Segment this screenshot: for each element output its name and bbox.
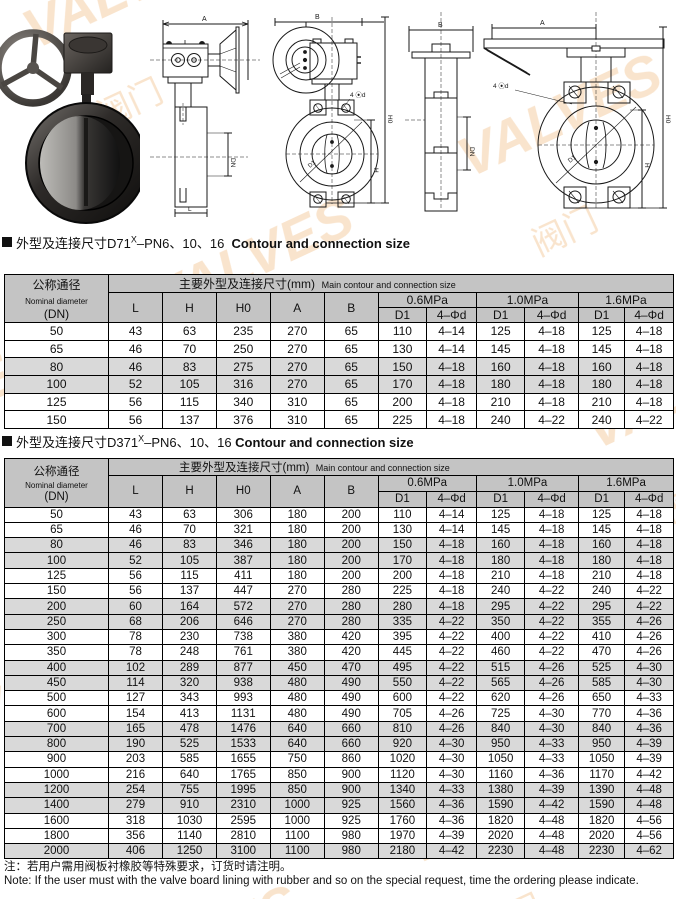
svg-text:B: B <box>315 14 320 21</box>
svg-text:H: H <box>372 168 379 173</box>
svg-text:4 ⦿d: 4 ⦿d <box>493 82 509 90</box>
svg-text:DN: DN <box>468 147 475 157</box>
svg-text:D1: D1 <box>307 160 317 170</box>
svg-text:D1: D1 <box>567 154 578 165</box>
svg-text:H0: H0 <box>664 115 671 124</box>
svg-text:DN: DN <box>229 158 236 168</box>
svg-text:H: H <box>643 163 650 168</box>
svg-text:H0: H0 <box>386 115 393 124</box>
svg-text:B: B <box>438 22 443 29</box>
svg-text:A: A <box>202 16 207 23</box>
svg-text:A: A <box>540 20 545 27</box>
svg-text:L: L <box>188 206 192 213</box>
svg-text:4 ⦿d: 4 ⦿d <box>350 91 366 99</box>
